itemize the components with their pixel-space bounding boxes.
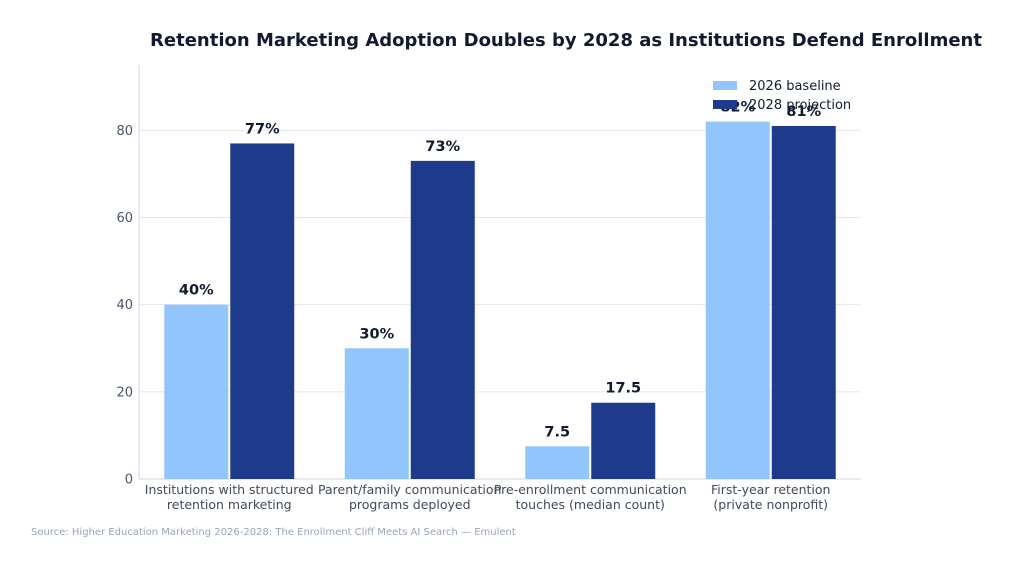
- bars: [164, 121, 836, 479]
- bar-value-label: 81%: [786, 104, 821, 120]
- x-tick-label: Institutions with structured: [145, 482, 314, 497]
- legend-label: 2026 baseline: [749, 79, 841, 94]
- legend: 2026 baseline 2028 projection: [713, 79, 851, 113]
- x-tick-label: programs deployed: [349, 497, 471, 512]
- bar-value-label: 30%: [359, 326, 394, 342]
- y-tick-label: 20: [116, 385, 133, 400]
- y-tick-label: 80: [116, 124, 133, 139]
- bar-value-label: 73%: [425, 139, 460, 155]
- x-tick-label: retention marketing: [167, 497, 292, 512]
- legend-label: 2028 projection: [749, 98, 851, 113]
- bar-value-label: 7.5: [544, 424, 570, 440]
- bar-baseline: [525, 446, 590, 479]
- bar-baseline: [344, 348, 409, 479]
- y-tick-label: 60: [116, 211, 133, 226]
- legend-swatch: [713, 100, 737, 109]
- bar-projection: [591, 402, 656, 479]
- x-tick-label: touches (median count): [516, 497, 665, 512]
- bar-value-label: 40%: [179, 283, 214, 299]
- bar-baseline: [164, 304, 229, 479]
- data-labels: 40%77%30%73%7.517.582% 81%: [179, 100, 822, 441]
- x-tick-label: (private nonprofit): [713, 497, 828, 512]
- source-note: Source: Higher Education Marketing 2026-…: [31, 527, 516, 538]
- chart-title: Retention Marketing Adoption Doubles by …: [150, 30, 982, 51]
- bar-projection: [771, 126, 836, 479]
- y-tick-label: 40: [116, 298, 133, 313]
- bar-value-label: 77%: [245, 121, 280, 137]
- x-tick-label: Pre-enrollment communication: [494, 482, 687, 497]
- legend-swatch: [713, 81, 737, 90]
- bar-value-label: 17.5: [605, 381, 641, 397]
- bar-baseline: [705, 121, 770, 479]
- x-tick-label: Parent/family communication: [318, 482, 501, 497]
- bar-projection: [230, 143, 295, 479]
- x-tick-label: First-year retention: [711, 482, 830, 497]
- y-tick-label: 0: [125, 473, 133, 488]
- bar-projection: [410, 160, 475, 479]
